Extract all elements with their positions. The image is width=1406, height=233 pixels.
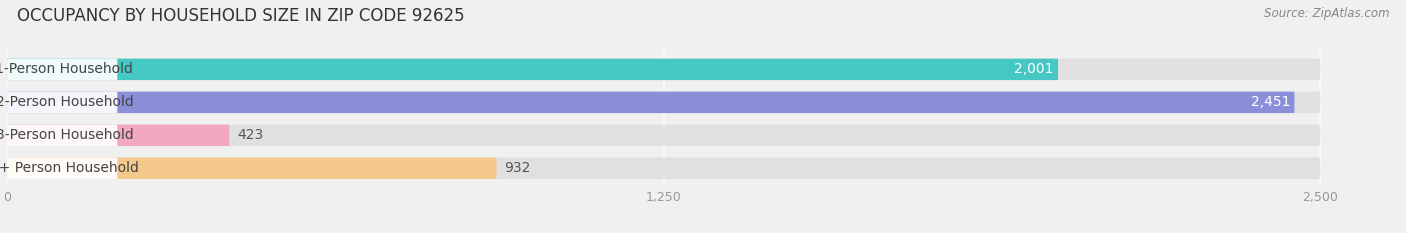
FancyBboxPatch shape <box>7 158 496 179</box>
Text: 2,001: 2,001 <box>1014 62 1054 76</box>
FancyBboxPatch shape <box>7 92 1295 113</box>
Text: Source: ZipAtlas.com: Source: ZipAtlas.com <box>1264 7 1389 20</box>
FancyBboxPatch shape <box>7 125 229 146</box>
Text: 4+ Person Household: 4+ Person Household <box>0 161 139 175</box>
FancyBboxPatch shape <box>7 158 1320 179</box>
Text: OCCUPANCY BY HOUSEHOLD SIZE IN ZIP CODE 92625: OCCUPANCY BY HOUSEHOLD SIZE IN ZIP CODE … <box>17 7 464 25</box>
FancyBboxPatch shape <box>7 59 117 80</box>
FancyBboxPatch shape <box>7 158 117 179</box>
Text: 932: 932 <box>505 161 531 175</box>
Text: 1-Person Household: 1-Person Household <box>0 62 134 76</box>
Text: 423: 423 <box>238 128 263 142</box>
FancyBboxPatch shape <box>7 92 1320 113</box>
FancyBboxPatch shape <box>7 125 117 146</box>
Text: 2,451: 2,451 <box>1251 95 1291 109</box>
FancyBboxPatch shape <box>7 59 1320 80</box>
FancyBboxPatch shape <box>7 92 117 113</box>
FancyBboxPatch shape <box>7 59 1059 80</box>
Text: 2-Person Household: 2-Person Household <box>0 95 134 109</box>
FancyBboxPatch shape <box>7 125 1320 146</box>
Text: 3-Person Household: 3-Person Household <box>0 128 134 142</box>
